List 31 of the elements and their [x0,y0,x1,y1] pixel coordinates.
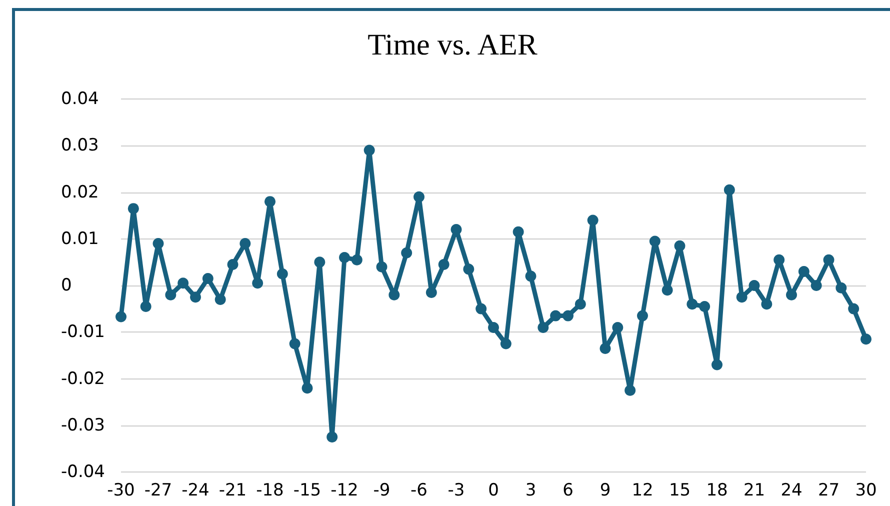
chart-title: Time vs. AER [368,28,538,62]
y-tick-label: -0.01 [61,322,105,342]
x-tick-label: -21 [218,480,247,500]
x-tick-label: -12 [330,480,358,500]
y-tick-label: 0 [61,276,72,296]
x-tick-label: 27 [818,480,840,500]
y-tick-label: -0.03 [61,415,105,436]
x-tick-label: -18 [256,480,284,500]
x-tick-label: 18 [706,480,728,500]
x-tick-label: 12 [632,480,654,500]
y-tick-label: 0.04 [61,89,99,109]
y-tick-label: 0.03 [61,136,99,156]
y-tick-label: 0.01 [61,228,99,249]
y-tick-label: -0.04 [61,462,105,482]
x-tick-label: 9 [600,480,611,500]
x-tick-label: 30 [855,480,877,500]
x-tick-label: 3 [525,480,536,500]
x-tick-label: 0 [488,480,499,500]
y-tick-label: -0.02 [61,368,105,389]
x-tick-label: 15 [668,480,691,500]
x-tick-label: -15 [293,480,322,500]
x-tick-label: -24 [182,480,210,500]
x-tick-label: -3 [448,480,465,500]
x-tick-label: -9 [373,480,390,500]
x-tick-label: 24 [780,480,802,500]
x-tick-label: 21 [743,480,766,500]
x-tick-label: 6 [562,480,574,500]
x-tick-label: -30 [107,480,135,500]
x-tick-label: -6 [410,480,428,500]
y-tick-label: 0.02 [61,182,99,202]
x-tick-label: -27 [144,480,172,500]
